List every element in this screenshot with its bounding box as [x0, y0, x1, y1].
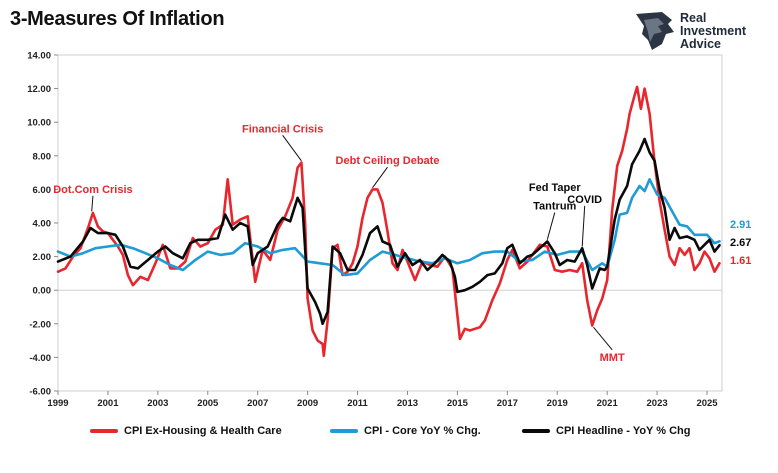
series-line-cpi-headline	[56, 137, 721, 326]
y-tick-label: 0.00	[33, 286, 52, 297]
x-tick-label: 2011	[347, 398, 368, 409]
end-value-label: 2.67	[730, 237, 751, 249]
x-tick-label: 2017	[497, 398, 518, 409]
y-tick-label: -6.00	[29, 387, 51, 398]
annotation-label: COVID	[567, 194, 602, 206]
lion-head-logo-icon	[636, 12, 674, 50]
y-tick-label: 14.00	[27, 51, 51, 62]
annotation-label: Financial Crisis	[242, 123, 323, 135]
plot-area-border	[57, 54, 723, 392]
legend-label: CPI Headline - YoY % Chg	[556, 425, 691, 437]
x-tick-label: 2009	[297, 398, 318, 409]
x-tick-label: 1999	[47, 398, 68, 409]
logo-line-2: Investment	[680, 24, 746, 38]
inflation-line-chart: -6.00 -4.00 -2.00 0.00 2.00 4.00 6.00 8.00 10.00…	[27, 51, 751, 410]
annotation-pointer	[372, 166, 388, 189]
x-tick-label: 2013	[397, 398, 418, 409]
x-tick-label: 2007	[247, 398, 268, 409]
end-value-label: 2.91	[730, 219, 751, 231]
series-line-cpi-ex-housing	[56, 85, 721, 357]
legend-swatch-black	[522, 429, 550, 433]
annotation-label: Debt Ceiling Debate	[336, 155, 440, 167]
x-tick-label: 2005	[197, 398, 219, 409]
legend-swatch-blue	[330, 429, 358, 433]
y-tick-label: 8.00	[33, 151, 52, 162]
annotation-label: MMT	[600, 352, 625, 364]
annotation-label: Fed Taper	[529, 182, 581, 194]
legend-swatch-red	[90, 429, 118, 433]
annotation-pointer	[546, 212, 556, 240]
logo-line-3: Advice	[680, 37, 721, 51]
x-tick-label: 2023	[647, 398, 668, 409]
legend-label: CPI Ex-Housing & Health Care	[124, 425, 282, 437]
annotation-pointer	[91, 195, 94, 212]
chart-title: 3-Measures Of Inflation	[10, 8, 225, 30]
logo-line-1: Real	[680, 11, 707, 25]
x-tick-label: 2001	[97, 398, 119, 409]
y-tick-label: 10.00	[27, 118, 51, 129]
x-tick-label: 2025	[696, 398, 718, 409]
annotation-label: Dot.Com Crisis	[53, 184, 132, 196]
y-tick-label: 6.00	[33, 185, 52, 196]
legend-item-cpi-core: CPI - Core YoY % Chg.	[330, 425, 481, 437]
x-tick-label: 2015	[447, 398, 469, 409]
y-tick-label: 2.00	[33, 252, 52, 263]
legend-label: CPI - Core YoY % Chg.	[364, 425, 481, 437]
annotation-pointer	[581, 205, 586, 247]
annotation-pointer	[593, 326, 613, 351]
legend-item-cpi-ex-housing: CPI Ex-Housing & Health Care	[90, 425, 282, 437]
end-value-label: 1.61	[730, 255, 751, 267]
x-tick-label: 2003	[147, 398, 168, 409]
y-tick-label: -4.00	[29, 353, 51, 364]
annotation-pointer	[282, 134, 302, 162]
x-tick-label: 2019	[547, 398, 568, 409]
brand-logo: Real Investment Advice	[632, 10, 772, 54]
y-tick-label: 4.00	[33, 219, 52, 230]
y-tick-label: -2.00	[29, 319, 51, 330]
legend-item-cpi-headline: CPI Headline - YoY % Chg	[522, 425, 690, 437]
annotation-label: Tantrum	[533, 201, 576, 213]
x-tick-label: 2021	[597, 398, 619, 409]
chart-legend: CPI Ex-Housing & Health Care CPI - Core …	[0, 425, 778, 445]
y-tick-label: 12.00	[27, 84, 51, 95]
